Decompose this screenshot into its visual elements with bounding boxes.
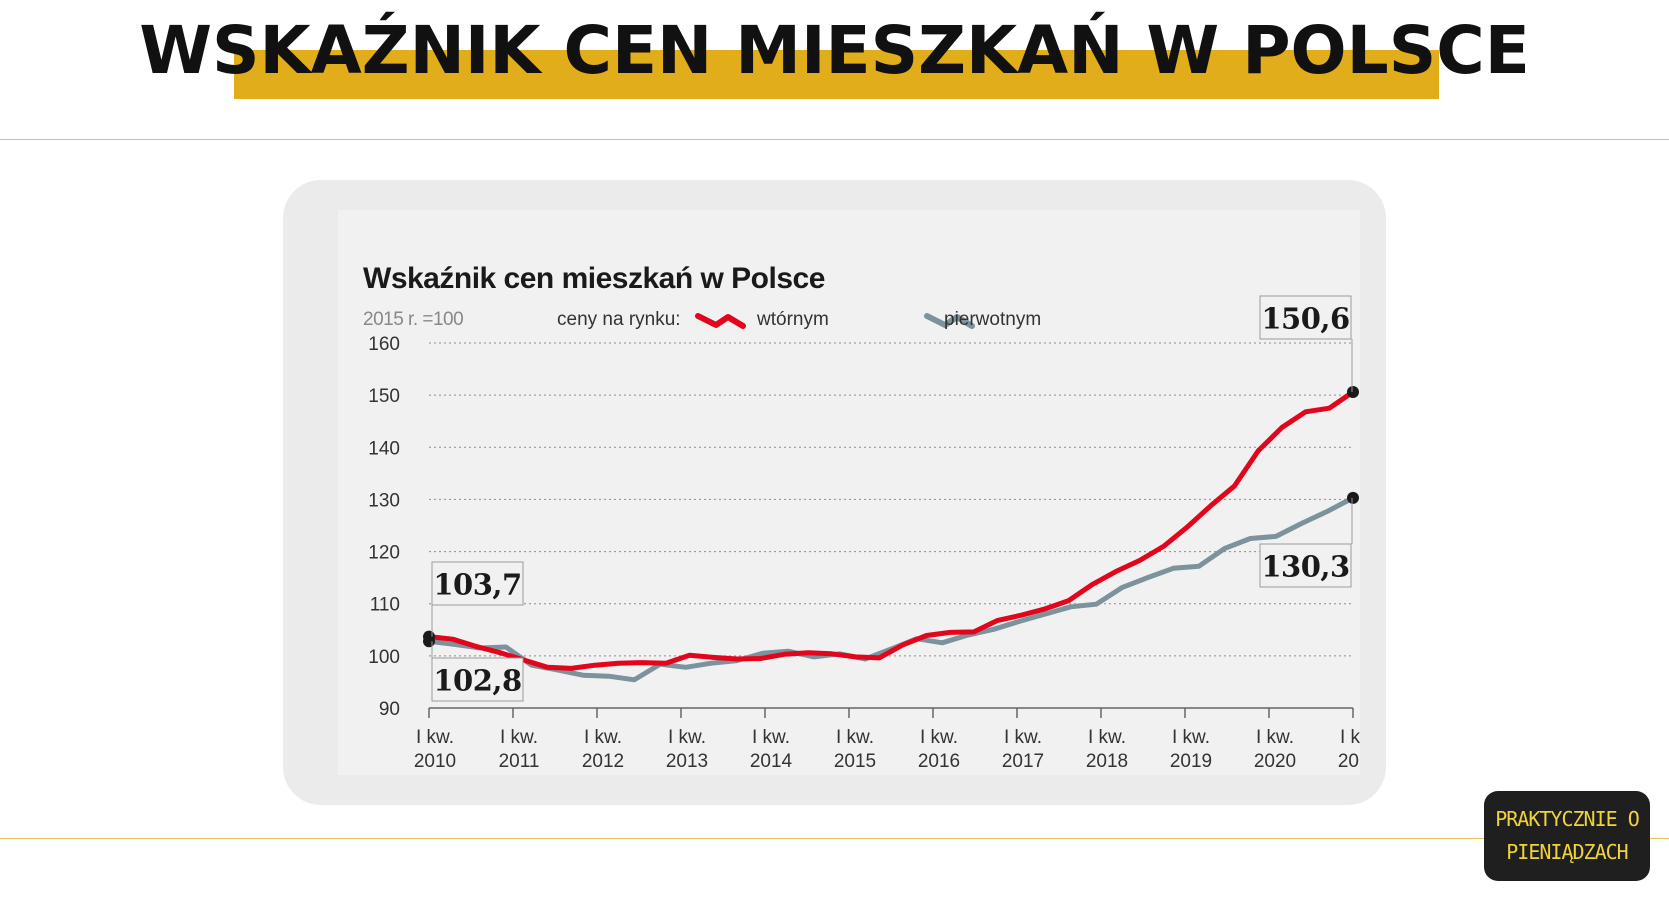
- end-point-wtorny: [1347, 386, 1359, 399]
- legend-label-wtorny: wtórnym: [756, 309, 829, 330]
- callout-end-pierwotny-value: 130,3: [1261, 550, 1349, 584]
- x-tick-label-quarter: I kw.: [668, 727, 706, 748]
- x-tick-label-quarter: I kw.: [836, 727, 874, 748]
- brand-logo: PRAKTYCZNIE O PIENIĄDZACH: [1484, 791, 1650, 881]
- line-chart: Wskaźnik cen mieszkań w Polsce 2015 r. =1…: [363, 262, 1360, 772]
- x-tick-label-year: 2015: [834, 751, 876, 772]
- y-tick-label: 120: [368, 543, 400, 564]
- x-tick-label-quarter: I kw.: [1088, 727, 1126, 748]
- y-tick-label: 110: [370, 595, 400, 616]
- x-tick-label-year: 2021: [1338, 751, 1360, 772]
- x-tick-label-year: 2019: [1170, 751, 1212, 772]
- chart-title: Wskaźnik cen mieszkań w Polsce: [363, 262, 825, 295]
- y-tick-label: 130: [368, 490, 400, 511]
- callout-end-pierwotny-box: [1259, 543, 1352, 588]
- x-tick-label-year: 2010: [414, 751, 456, 772]
- callout-start-pierwotny-box: [431, 657, 524, 702]
- chart-subtitle: 2015 r. =100: [363, 309, 463, 330]
- x-tick-label-quarter: I kw.: [1004, 727, 1042, 748]
- logo-line-1: PRAKTYCZNIE O: [1495, 807, 1640, 831]
- callout-start-wtorny-box: [431, 561, 524, 606]
- callout-end-wtorny-value: 150,6: [1261, 302, 1349, 336]
- divider-bottom: [0, 838, 1669, 839]
- legend-prefix: ceny na rynku:: [557, 309, 681, 330]
- page-title: WSKAŹNIK CEN MIESZKAŃ W POLSCE: [139, 12, 1530, 89]
- y-tick-label: 90: [379, 699, 400, 720]
- chart-card: Wskaźnik cen mieszkań w Polsce 2015 r. =1…: [283, 180, 1386, 805]
- x-tick-label-quarter: I kw.: [500, 727, 538, 748]
- x-tick-label-year: 2013: [666, 751, 708, 772]
- legend-swatch-pierwotny: [924, 313, 975, 329]
- x-tick-label-quarter: I kw.: [1256, 727, 1294, 748]
- y-tick-label: 140: [368, 438, 400, 459]
- x-tick-label-year: 2017: [1002, 751, 1044, 772]
- x-tick-label-year: 2011: [499, 751, 540, 772]
- divider-top: [0, 139, 1669, 140]
- start-point-pierwotny: [423, 635, 435, 648]
- x-tick-label-quarter: I kw.: [752, 727, 790, 748]
- callout-end-wtorny-box: [1259, 295, 1352, 340]
- y-tick-label: 150: [368, 386, 400, 407]
- callout-start-pierwotny-value: 102,8: [433, 664, 521, 698]
- x-tick-label-quarter: I kw.: [1340, 727, 1360, 748]
- end-point-pierwotny: [1347, 491, 1359, 504]
- x-tick-label-quarter: I kw.: [416, 727, 454, 748]
- y-tick-label: 100: [368, 647, 400, 668]
- x-tick-label-quarter: I kw.: [1172, 727, 1210, 748]
- legend-swatch-wtorny: [695, 313, 746, 329]
- chart-panel: Wskaźnik cen mieszkań w Polsce 2015 r. =1…: [338, 210, 1360, 775]
- x-tick-label-quarter: I kw.: [920, 727, 958, 748]
- logo-line-2: PIENIĄDZACH: [1506, 840, 1628, 864]
- callout-start-wtorny-value: 103,7: [433, 568, 521, 602]
- y-tick-label: 160: [368, 334, 400, 355]
- x-tick-label-year: 2018: [1086, 751, 1128, 772]
- x-tick-label-quarter: I kw.: [584, 727, 622, 748]
- series-line-wtorny: [426, 389, 1356, 671]
- x-tick-label-year: 2020: [1254, 751, 1296, 772]
- title-highlight-bar: [234, 50, 1439, 99]
- x-tick-label-year: 2014: [750, 751, 793, 772]
- x-tick-label-year: 2012: [582, 751, 624, 772]
- legend-label-pierwotny: pierwotnym: [944, 309, 1041, 330]
- x-tick-label-year: 2016: [918, 751, 960, 772]
